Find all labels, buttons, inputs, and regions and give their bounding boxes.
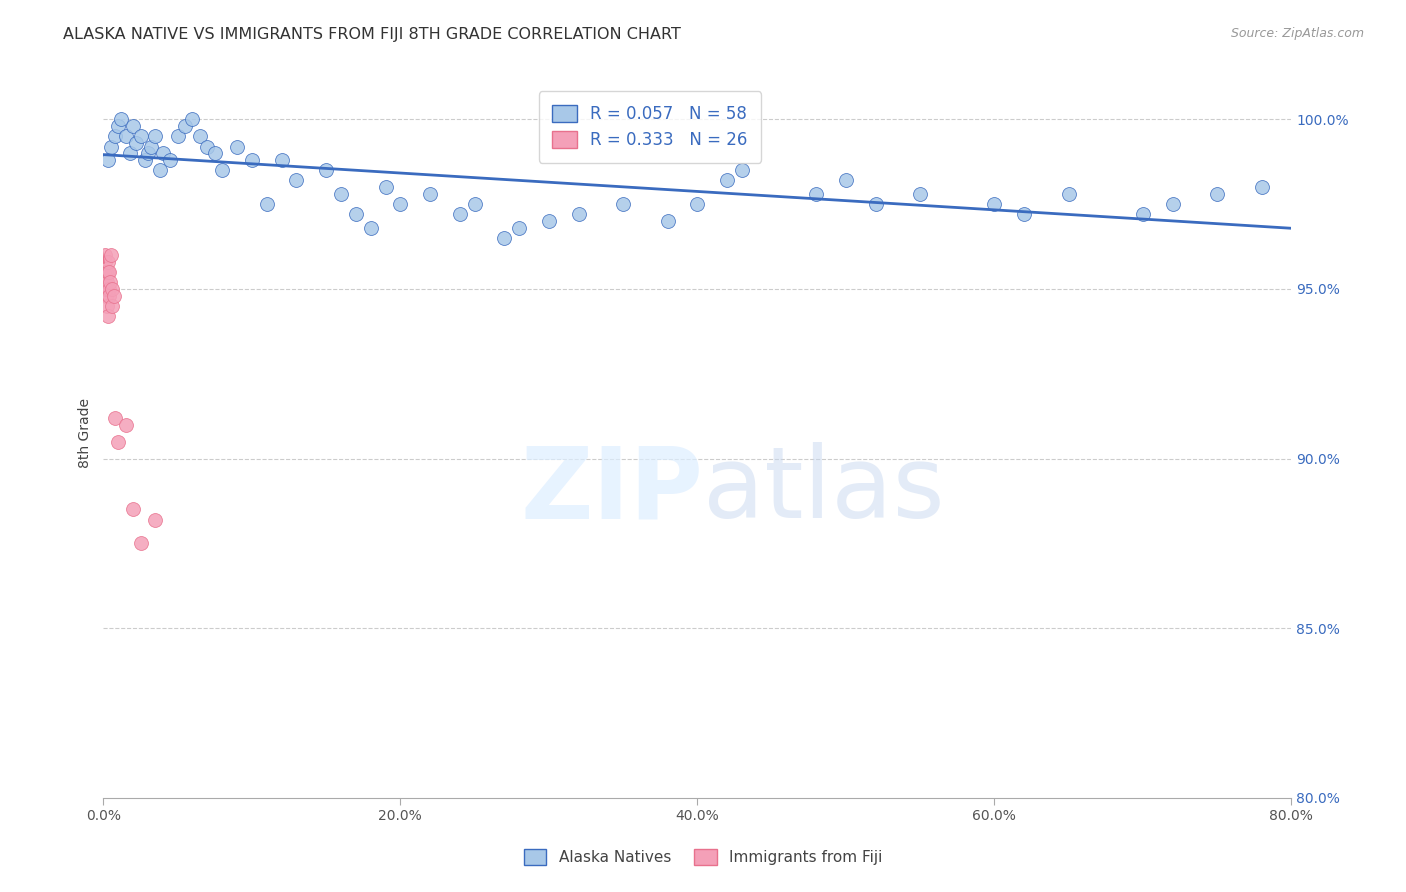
Point (103, 289, 125, 303)
Point (419, 186, 441, 201)
Text: ALASKA NATIVE VS IMMIGRANTS FROM FIJI 8TH GRADE CORRELATION CHART: ALASKA NATIVE VS IMMIGRANTS FROM FIJI 8T… (63, 27, 681, 42)
Point (174, 119, 197, 133)
Point (612, 197, 634, 211)
Point (567, 207, 589, 221)
Point (835, 173, 858, 187)
Point (122, 119, 145, 133)
Point (449, 207, 471, 221)
Point (315, 163, 337, 178)
Point (96, 275, 118, 289)
Point (107, 119, 129, 133)
Point (101, 282, 124, 296)
Point (129, 536, 152, 550)
Point (211, 163, 233, 178)
Point (908, 186, 931, 201)
Point (143, 129, 166, 144)
Point (136, 146, 159, 161)
Point (1250, 180, 1272, 194)
Point (374, 180, 396, 194)
Point (181, 112, 204, 127)
Point (360, 221, 382, 235)
Point (240, 153, 263, 167)
Point (1132, 207, 1154, 221)
Legend: R = 0.057   N = 58, R = 0.333   N = 26: R = 0.057 N = 58, R = 0.333 N = 26 (538, 92, 761, 162)
Point (100, 248, 122, 262)
Point (188, 129, 211, 144)
Point (96, 282, 118, 296)
Point (125, 136, 148, 150)
Point (100, 299, 122, 313)
Y-axis label: 8th Grade: 8th Grade (79, 398, 93, 468)
Point (464, 197, 486, 211)
Point (100, 139, 122, 153)
Point (143, 512, 166, 526)
Point (537, 214, 560, 228)
Text: ZIP: ZIP (520, 442, 703, 539)
Point (389, 197, 412, 211)
Point (716, 173, 738, 187)
Point (226, 139, 249, 153)
Point (98, 275, 121, 289)
Point (270, 153, 292, 167)
Point (686, 197, 709, 211)
Point (120, 146, 142, 161)
Point (1012, 207, 1035, 221)
Point (494, 231, 516, 245)
Point (97, 255, 120, 269)
Point (110, 112, 132, 127)
Point (134, 153, 156, 167)
Point (97, 153, 120, 167)
Point (93, 265, 115, 279)
Point (104, 410, 127, 425)
Point (195, 139, 218, 153)
Point (152, 146, 174, 161)
Point (96, 299, 118, 313)
Text: atlas: atlas (703, 442, 945, 539)
Point (657, 214, 679, 228)
Point (1206, 186, 1229, 201)
Point (159, 153, 181, 167)
Text: Source: ZipAtlas.com: Source: ZipAtlas.com (1230, 27, 1364, 40)
Point (865, 197, 887, 211)
Point (129, 129, 152, 144)
Point (731, 163, 754, 178)
Point (330, 186, 353, 201)
Point (97, 282, 120, 296)
Point (94, 265, 117, 279)
Point (166, 129, 188, 144)
Point (149, 163, 172, 178)
Point (94, 248, 117, 262)
Point (98, 265, 121, 279)
Point (93, 255, 115, 269)
Point (122, 502, 145, 516)
Point (344, 207, 367, 221)
Point (285, 173, 308, 187)
Point (139, 139, 162, 153)
Point (114, 417, 136, 432)
Point (804, 186, 827, 201)
Point (204, 146, 226, 161)
Point (96, 265, 118, 279)
Point (508, 221, 530, 235)
Point (107, 434, 129, 449)
Point (256, 197, 278, 211)
Legend: Alaska Natives, Immigrants from Fiji: Alaska Natives, Immigrants from Fiji (517, 843, 889, 871)
Point (983, 197, 1005, 211)
Point (104, 129, 127, 144)
Point (94, 275, 117, 289)
Point (94, 289, 117, 303)
Point (1161, 197, 1184, 211)
Point (97, 309, 120, 323)
Point (1057, 186, 1080, 201)
Point (98, 289, 121, 303)
Point (114, 129, 136, 144)
